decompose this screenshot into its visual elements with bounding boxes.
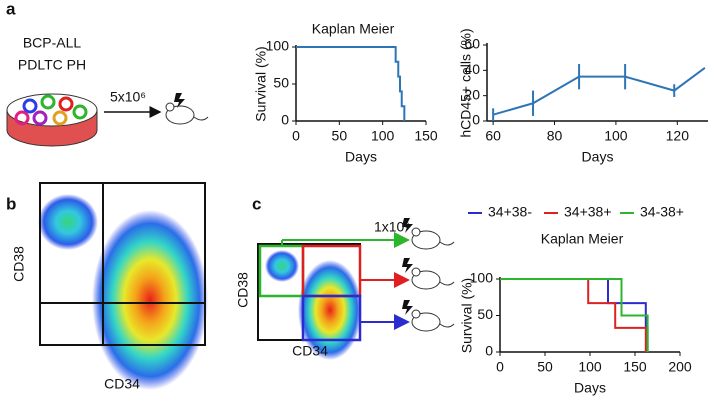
line	[493, 68, 705, 115]
panel-label: a	[6, 0, 16, 18]
legend-label: 34+38-	[488, 204, 532, 220]
cell-line: BCP-ALL	[23, 35, 82, 51]
x-axis-label: Days	[574, 380, 606, 396]
x-tick-label: 0	[292, 128, 300, 144]
y-axis-label: Survival (%)	[459, 278, 475, 353]
line	[500, 279, 648, 352]
x-tick-label: 60	[485, 128, 501, 144]
x-axis-label: CD34	[104, 376, 140, 392]
x-tick-label: 200	[668, 359, 692, 375]
y-axis-label: hCD45+ cells (%)	[458, 28, 474, 137]
y-tick-label: 0	[485, 343, 493, 359]
x-tick-label: 150	[414, 128, 438, 144]
chart-title: Kaplan Meier	[541, 231, 624, 247]
x-tick-label: 120	[666, 128, 690, 144]
line	[296, 47, 404, 121]
y-tick-label: 50	[477, 306, 493, 322]
x-tick-label: 100	[578, 359, 602, 375]
flow-plot	[38, 183, 208, 390]
y-axis-label: CD38	[11, 246, 27, 282]
panel-label: c	[252, 194, 261, 213]
y-tick-label: 100	[266, 38, 290, 54]
dose: 5x10⁶	[110, 89, 146, 105]
x-tick-label: 150	[623, 359, 647, 375]
dish	[7, 94, 97, 146]
y-tick-label: 50	[273, 75, 289, 91]
x-tick-label: 100	[371, 128, 395, 144]
panel-label: b	[6, 194, 16, 213]
cell-line: PDLTC PH	[18, 57, 86, 73]
x-tick-label: 0	[496, 359, 504, 375]
x-axis-label: CD34	[292, 343, 328, 359]
y-axis-label: Survival (%)	[253, 46, 269, 121]
x-axis-label: Days	[582, 149, 614, 165]
y-axis-label: CD38	[235, 272, 251, 308]
mouse	[402, 300, 454, 331]
y-tick-label: 0	[281, 112, 289, 128]
legend-label: 34+38+	[564, 204, 612, 220]
mouse	[402, 258, 454, 289]
x-tick-label: 100	[604, 128, 628, 144]
x-tick-label: 50	[332, 128, 348, 144]
x-axis-label: Days	[345, 149, 377, 165]
x-tick-label: 50	[537, 359, 553, 375]
chart-title: Kaplan Meier	[312, 21, 395, 37]
mouse	[166, 93, 208, 124]
x-tick-label: 80	[547, 128, 563, 144]
legend-label: 34-38+	[640, 204, 684, 220]
